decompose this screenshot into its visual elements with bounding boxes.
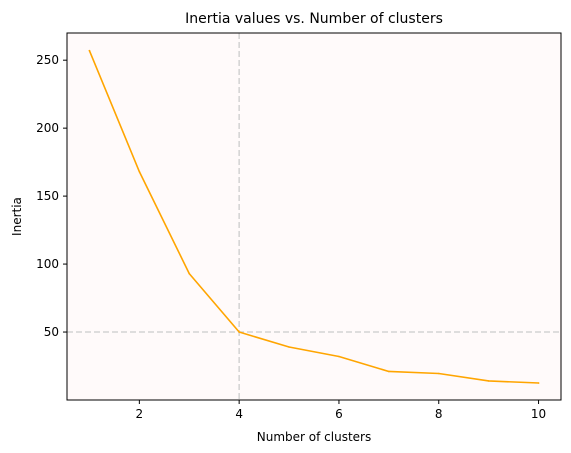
data-point [238,331,240,333]
data-point [338,355,340,358]
data-point [388,370,390,373]
reference-lines [67,33,561,400]
chart-title: Inertia values vs. Number of clusters [185,11,443,27]
y-tick-label: 200 [36,121,59,135]
x-tick-label: 6 [335,407,343,421]
ticks-layer: 2 4 6 8 10 50 100 150 200 250 [36,53,546,421]
y-axis-label: Inertia [10,197,24,236]
data-point [437,372,440,375]
data-point [88,49,91,52]
x-tick-label: 2 [136,407,144,421]
data-point [288,346,290,348]
plot-area [67,33,561,400]
y-tick-label: 100 [36,257,59,271]
data-point [188,272,191,275]
series-line-0 [88,49,540,384]
x-tick-label: 8 [435,407,443,421]
y-tick-label: 50 [44,325,59,339]
data-point [487,380,490,382]
x-axis-label: Number of clusters [257,430,371,444]
series-layer [88,49,540,384]
data-point [138,170,141,173]
data-point [537,382,540,384]
plot-frame [66,32,562,401]
y-tick-label: 250 [36,53,59,67]
x-tick-label: 10 [531,407,546,421]
x-tick-label: 4 [235,407,243,421]
y-tick-label: 150 [36,189,59,203]
